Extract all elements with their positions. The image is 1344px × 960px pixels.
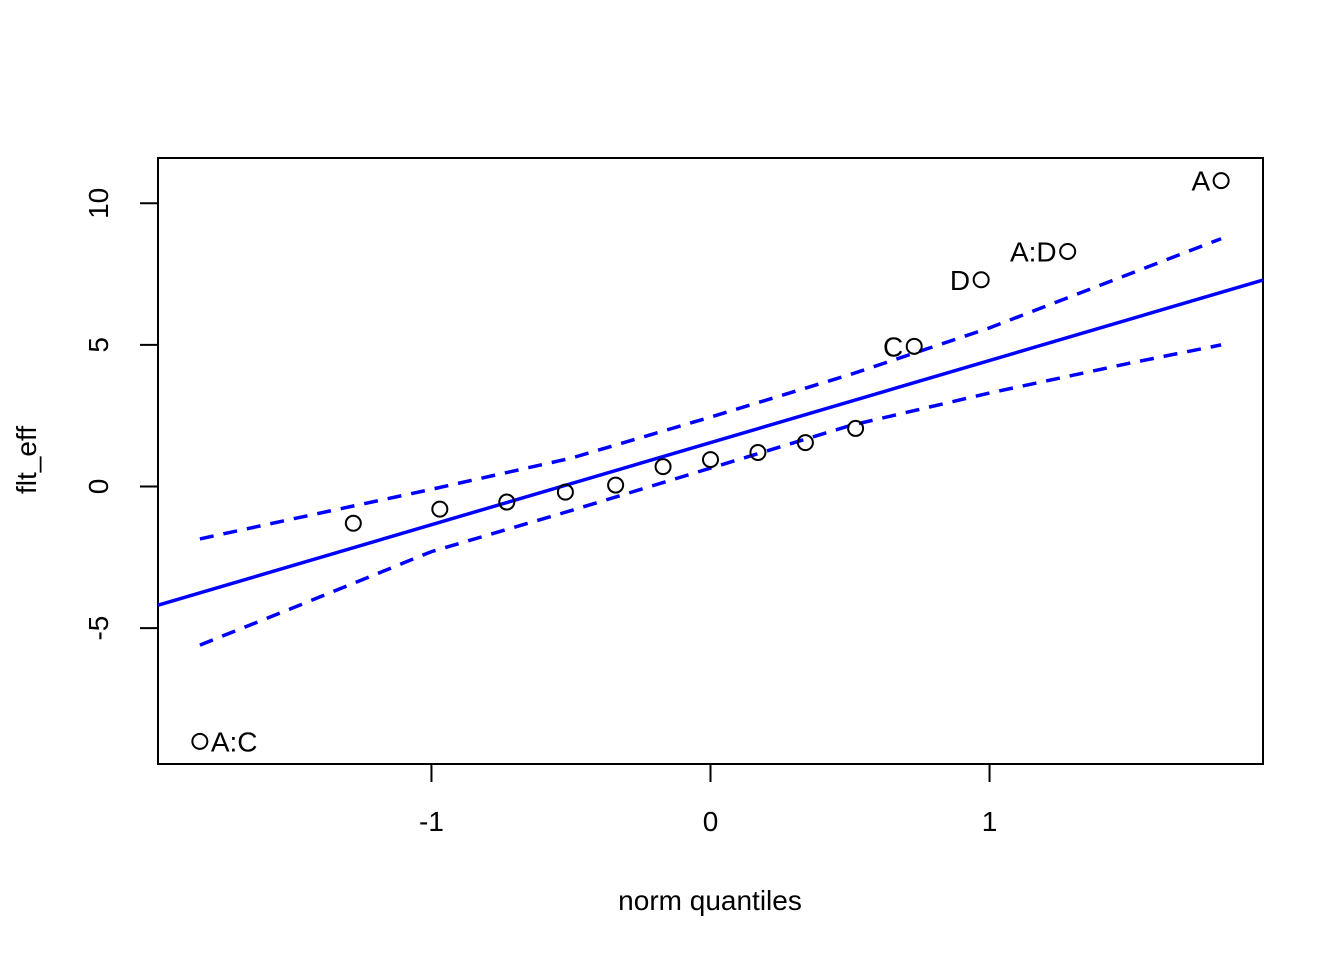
- x-tick-label: 1: [982, 806, 998, 837]
- y-tick-label: 0: [83, 479, 114, 495]
- data-point: [1059, 242, 1077, 260]
- point-label: A: [1191, 166, 1210, 197]
- data-point: [498, 493, 516, 511]
- reference-line-group: [158, 278, 1263, 607]
- plot-frame: [157, 157, 1264, 765]
- data-point: [344, 514, 362, 532]
- y-tick-label: 5: [83, 337, 114, 353]
- x-tick-label: 0: [703, 806, 719, 837]
- data-point: [749, 444, 767, 462]
- point-label: A:C: [211, 726, 258, 757]
- data-point: [556, 483, 574, 501]
- confidence-band-lower: [199, 343, 1222, 647]
- data-point: [847, 419, 865, 437]
- data-point: [654, 458, 672, 476]
- axes-group: -1 0 1 -5 0 5 10: [83, 188, 997, 837]
- data-point: [191, 732, 209, 750]
- point-label: D: [950, 265, 970, 296]
- data-point: [796, 434, 814, 452]
- confidence-band-group: [199, 237, 1222, 647]
- y-axis-label: flt_eff: [11, 426, 42, 494]
- data-point: [1212, 172, 1230, 190]
- x-axis-label: norm quantiles: [618, 885, 802, 916]
- point-label: A:D: [1010, 236, 1057, 267]
- reference-line: [158, 278, 1263, 607]
- data-point: [607, 476, 625, 494]
- y-tick-label: -5: [83, 616, 114, 641]
- points-group: A:C C D A:D A: [191, 166, 1230, 757]
- x-tick-label: -1: [419, 806, 444, 837]
- confidence-band-upper: [199, 237, 1222, 541]
- data-point: [972, 271, 990, 289]
- point-label: C: [883, 331, 903, 362]
- y-tick-label: 10: [83, 188, 114, 219]
- data-point: [905, 337, 923, 355]
- data-point: [431, 500, 449, 518]
- data-point: [702, 451, 719, 469]
